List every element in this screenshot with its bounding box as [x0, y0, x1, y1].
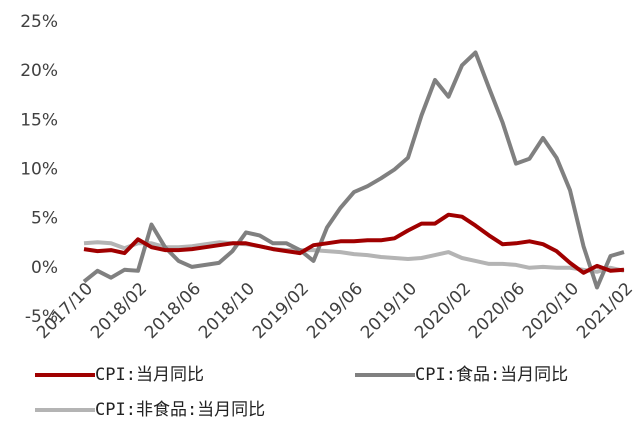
y-tick-label: 5% [31, 209, 58, 229]
x-tick-label: 2019/10 [357, 279, 421, 343]
x-tick-label: 2018/10 [195, 279, 259, 343]
legend-label: CPI:食品:当月同比 [415, 365, 568, 385]
legend-label: CPI:非食品:当月同比 [95, 400, 265, 420]
x-tick-label: 2021/02 [573, 279, 637, 343]
line-series [82, 50, 625, 290]
x-tick-label: 2018/02 [87, 279, 151, 343]
x-tick-label: 2019/02 [249, 279, 313, 343]
x-tick-label: 2018/06 [141, 279, 205, 343]
y-tick-label: 0% [31, 258, 58, 278]
y-tick-label: 25% [20, 12, 58, 32]
x-tick-label: 2020/02 [411, 279, 475, 343]
y-tick-label: 20% [20, 61, 58, 81]
line-series [83, 212, 625, 275]
x-tick-label: 2020/10 [519, 279, 583, 343]
line-series [83, 240, 625, 274]
y-tick-label: 10% [20, 160, 58, 180]
y-tick-label: -5% [25, 307, 58, 327]
x-tick-label: 2020/06 [465, 279, 529, 343]
legend-label: CPI:当月同比 [95, 365, 204, 385]
x-tick-label: 2019/06 [303, 279, 367, 343]
y-tick-label: 15% [20, 110, 58, 130]
